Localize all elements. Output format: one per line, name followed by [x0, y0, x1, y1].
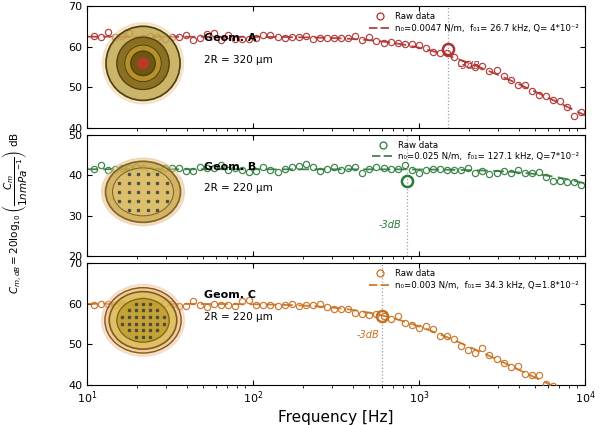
Text: Geom. B: Geom. B [204, 162, 256, 172]
Text: 2R = 220 μm: 2R = 220 μm [204, 183, 273, 193]
X-axis label: Frequency [Hz]: Frequency [Hz] [278, 410, 394, 425]
Text: -3dB: -3dB [379, 220, 401, 230]
Text: Geom. C: Geom. C [204, 290, 256, 300]
Text: -3dB: -3dB [356, 330, 379, 340]
Text: 2R = 320 μm: 2R = 320 μm [204, 55, 273, 65]
Legend: Raw data, n₀=0.0047 N/m,  f₀₁= 26.7 kHz, Q= 4*10⁻²: Raw data, n₀=0.0047 N/m, f₀₁= 26.7 kHz, … [368, 11, 581, 35]
Text: -3dB: -3dB [457, 61, 480, 71]
Text: 2R = 220 μm: 2R = 220 μm [204, 312, 273, 322]
Text: $C_{m,dB} = 20\log_{10}\left(\dfrac{C_m}{1nmPa^{-1}}\right)$ dB: $C_{m,dB} = 20\log_{10}\left(\dfrac{C_m}… [1, 131, 29, 294]
Text: Geom. A: Geom. A [204, 33, 257, 43]
Legend: Raw data, n₀=0.003 N/m,  f₀₁= 34.3 kHz, Q=1.8*10⁻²: Raw data, n₀=0.003 N/m, f₀₁= 34.3 kHz, Q… [368, 268, 581, 292]
Legend: Raw data, n₀=0.025 N/m,  f₀₁= 127.1 kHz, Q=7*10⁻²: Raw data, n₀=0.025 N/m, f₀₁= 127.1 kHz, … [370, 139, 581, 163]
